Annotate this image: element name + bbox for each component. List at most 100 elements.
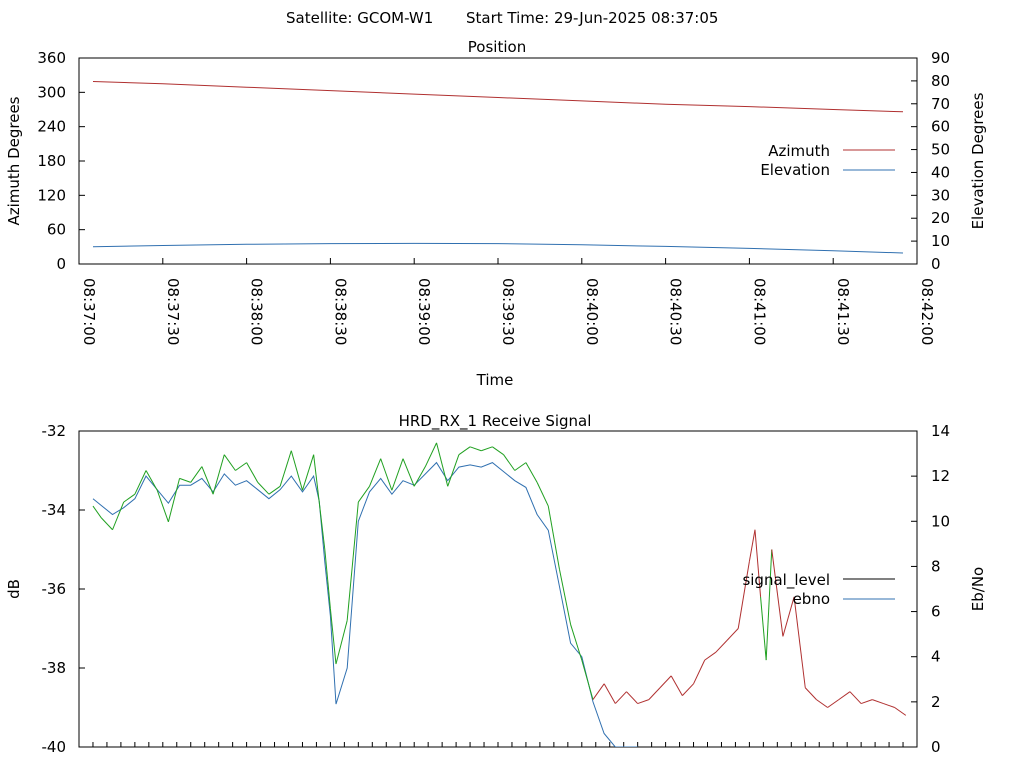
signal-level-segment	[235, 462, 247, 471]
signal-level-segment	[223, 454, 236, 471]
position-elevation-axis: 0 10 20 30 40 50 60 70 80 90	[911, 49, 950, 273]
signal-level-segment	[603, 683, 616, 704]
azimuth-axis-tick-label: 180	[37, 152, 66, 170]
signal-level-segment	[436, 442, 449, 487]
signal-level-segment	[424, 442, 437, 467]
ebno-axis-tick-label: 10	[931, 512, 950, 530]
signal-ebno-axis: 0 2 4 6 8 10 12 14	[911, 422, 950, 756]
azimuth-axis-tick-label: 60	[47, 221, 66, 239]
signal-level-segment	[570, 624, 583, 661]
ebno-axis-tick-label: 2	[931, 693, 941, 711]
signal-level-segment	[190, 466, 203, 483]
signal-level-segment	[503, 454, 516, 471]
signal-level-segment	[681, 683, 694, 696]
position-legend: Azimuth Elevation	[760, 142, 895, 179]
signal-time-axis	[92, 742, 904, 747]
elevation-axis-tick-label: 70	[931, 95, 950, 113]
signal-level-segment	[268, 485, 281, 495]
signal-level-segment	[558, 569, 572, 625]
elevation-axis-tick-label: 30	[931, 186, 950, 204]
signal-level-segment	[313, 454, 320, 503]
legend-signal-level-label: signal_level	[742, 571, 830, 590]
signal-level-segment	[413, 466, 426, 487]
time-tick-label: 08:37:00	[80, 278, 98, 345]
ebno-line	[92, 461, 638, 747]
signal-level-segment	[492, 446, 504, 456]
start-time-label: Start Time: 29-Jun-2025 08:37:05	[466, 9, 718, 27]
signal-level-segment	[860, 699, 873, 705]
signal-level-segment	[380, 458, 393, 491]
db-axis-tick-label: -34	[42, 501, 67, 519]
time-tick-label: 08:41:00	[750, 278, 768, 345]
signal-level-segment	[637, 699, 650, 705]
time-tick-label: 08:39:00	[415, 278, 433, 345]
signal-level-segment	[581, 659, 594, 700]
satellite-label: Satellite: GCOM-W1	[286, 9, 433, 27]
signal-level-segment	[894, 707, 907, 716]
signal-series	[92, 442, 907, 747]
azimuth-axis-tick-label: 240	[37, 118, 66, 136]
signal-level-segment	[447, 454, 460, 487]
signal-level-segment	[737, 561, 750, 629]
signal-level-segment	[212, 454, 225, 495]
ebno-axis-tick-label: 6	[931, 603, 941, 621]
signal-level-segment	[329, 608, 337, 665]
ebno-axis-tick-label: 0	[931, 738, 941, 756]
position-time-axis: 08:37:00 08:37:30 08:38:00 08:38:30 08:39:00…	[78, 258, 936, 345]
position-xlabel: Time	[476, 371, 514, 389]
signal-level-segment	[279, 450, 292, 487]
db-axis-tick-label: -32	[42, 422, 67, 440]
db-axis-tick-label: -36	[42, 580, 67, 598]
signal-level-segment	[357, 486, 370, 503]
signal-level-segment	[167, 478, 181, 522]
signal-level-segment	[793, 596, 806, 688]
legend-elevation-label: Elevation	[760, 161, 830, 179]
signal-ylabel: dB	[5, 579, 23, 599]
signal-level-segment	[458, 446, 471, 456]
signal-y2label: Eb/No	[969, 567, 987, 611]
signal-level-segment	[760, 596, 767, 661]
signal-level-segment	[670, 675, 683, 696]
signal-level-segment	[481, 446, 493, 452]
azimuth-axis-tick-label: 360	[37, 49, 66, 67]
signal-level-segment	[156, 490, 169, 523]
time-tick-label: 08:40:30	[667, 278, 685, 345]
signal-level-segment	[726, 628, 739, 641]
ebno-axis-tick-label: 4	[931, 648, 941, 666]
position-title: Position	[468, 38, 526, 56]
signal-level-segment	[771, 549, 784, 637]
signal-level-segment	[816, 699, 828, 708]
signal-level-segment	[614, 691, 627, 704]
time-tick-label: 08:37:30	[164, 278, 182, 345]
signal-level-segment	[257, 482, 270, 495]
elevation-axis-tick-label: 10	[931, 232, 950, 250]
elevation-axis-tick-label: 40	[931, 163, 950, 181]
signal-level-segment	[704, 651, 717, 661]
signal-level-segment	[804, 687, 817, 700]
signal-level-segment	[849, 691, 862, 704]
legend-azimuth-label: Azimuth	[768, 142, 830, 160]
signal-level-segment	[201, 466, 214, 495]
signal-level-segment	[92, 505, 102, 519]
signal-level-segment	[318, 502, 326, 550]
signal-level-segment	[100, 517, 113, 531]
signal-level-segment	[748, 529, 756, 562]
signal-level-segment	[469, 446, 482, 452]
signal-level-segment	[872, 699, 884, 705]
signal-level-segment	[246, 462, 259, 483]
position-series	[92, 81, 904, 254]
elevation-axis-tick-label: 80	[931, 72, 950, 90]
elevation-axis-tick-label: 90	[931, 49, 950, 67]
time-tick-label: 08:42:00	[918, 278, 936, 345]
signal-db-axis: -40 -38 -36 -34 -32	[42, 422, 85, 756]
signal-level-segment	[693, 659, 706, 685]
elevation-axis-tick-label: 0	[931, 255, 941, 273]
elevation-axis-tick-label: 20	[931, 209, 950, 227]
position-chart: Position 0 60 120 180 240 300 360 0 10 20 30 40 50 6…	[5, 38, 987, 389]
signal-title: HRD_RX_1 Receive Signal	[399, 412, 592, 431]
azimuth-axis-tick-label: 120	[37, 186, 66, 204]
ebno-axis-tick-label: 14	[931, 422, 950, 440]
signal-level-segment	[335, 620, 348, 665]
position-azimuth-axis: 0 60 120 180 240 300 360	[37, 49, 85, 273]
